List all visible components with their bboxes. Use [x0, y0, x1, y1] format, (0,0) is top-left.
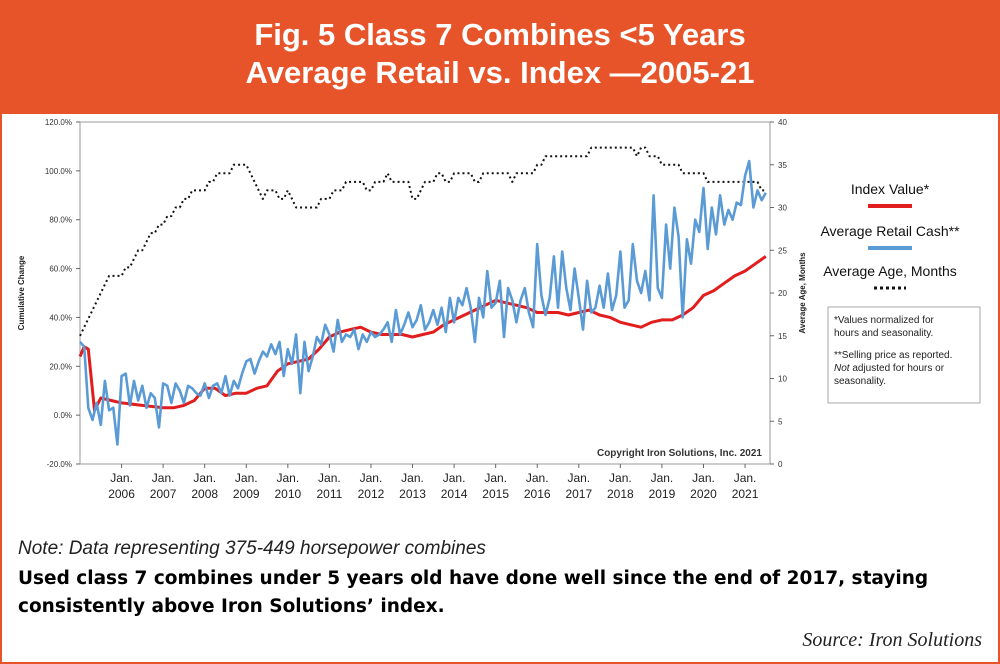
- y-left-tick-label: 120.0%: [45, 118, 72, 127]
- legend-label: Index Value*: [851, 181, 930, 197]
- legend-label: Average Retail Cash**: [820, 223, 960, 239]
- series-line-average-age-months: [79, 146, 766, 337]
- chart-plot: [78, 146, 767, 446]
- y-left-tick-label: 20.0%: [49, 362, 72, 371]
- x-tick-label-year: 2006: [108, 487, 135, 501]
- legend-footnote-box: [827, 306, 981, 404]
- x-tick-label-month: Jan.: [567, 471, 590, 485]
- plot-frame: [79, 121, 771, 465]
- x-tick-label-year: 2016: [524, 487, 551, 501]
- x-tick-label-month: Jan.: [152, 471, 175, 485]
- x-tick-label-month: Jan.: [360, 471, 383, 485]
- chart-grid: [79, 121, 771, 465]
- y-right-tick-label: 15: [778, 332, 787, 341]
- x-tick-label-month: Jan.: [484, 471, 507, 485]
- x-tick-label-month: Jan.: [692, 471, 715, 485]
- x-tick-label-year: 2020: [690, 487, 717, 501]
- y-left-tick-label: 80.0%: [49, 216, 72, 225]
- chart: -20.0% 0.0% 20.0% 40.0% 60.0% 80.0% 100.0% 120.…: [17, 118, 981, 501]
- x-tick-label-month: Jan.: [609, 471, 632, 485]
- y-left-axis-title: Cumulative Change: [17, 255, 26, 330]
- copyright-text: Copyright Iron Solutions, Inc. 2021: [597, 448, 762, 459]
- x-tick-label-year: 2019: [649, 487, 676, 501]
- note-text: Note: Data representing 375-449 horsepow…: [18, 538, 486, 559]
- y-right-tick-label: 5: [778, 417, 783, 426]
- y-right-axis-title: Average Age, Months: [798, 252, 807, 334]
- chart-axes: -20.0% 0.0% 20.0% 40.0% 60.0% 80.0% 100.0% 120.…: [17, 118, 807, 501]
- x-tick-label-month: Jan.: [193, 471, 216, 485]
- y-right-tick-label: 10: [778, 375, 787, 384]
- y-left-tick-label: 40.0%: [49, 313, 72, 322]
- x-tick-label-year: 2007: [150, 487, 177, 501]
- legend-footnote-line: hours and seasonality.: [834, 328, 933, 339]
- legend-label: Average Age, Months: [823, 263, 957, 279]
- x-tick-label-year: 2017: [565, 487, 592, 501]
- x-tick-label-year: 2015: [482, 487, 509, 501]
- chart-legend: Index Value* Average Retail Cash** Average…: [820, 181, 981, 404]
- legend-footnote-line: **Selling price as reported.: [834, 350, 952, 361]
- x-tick-label-year: 2008: [191, 487, 218, 501]
- x-tick-label-year: 2021: [732, 487, 759, 501]
- y-left-tick-label: 100.0%: [45, 167, 72, 176]
- series-line-index-value: [78, 255, 767, 412]
- y-right-tick-label: 30: [778, 204, 787, 213]
- x-tick-label-month: Jan.: [651, 471, 674, 485]
- description-text: Used class 7 combines under 5 years old …: [18, 568, 929, 617]
- y-left-tick-label: 60.0%: [49, 265, 72, 274]
- x-tick-label-year: 2009: [233, 487, 260, 501]
- y-left-tick-label: -20.0%: [47, 460, 72, 469]
- y-left-tick-label: 0.0%: [54, 411, 72, 420]
- legend-footnote-line: *Values normalized for: [834, 315, 935, 326]
- y-right-tick-label: 0: [778, 460, 783, 469]
- x-tick-label-month: Jan.: [235, 471, 258, 485]
- figure-title-line-1: Fig. 5 Class 7 Combines <5 Years: [254, 17, 746, 52]
- series-line-average-retail-cash: [79, 159, 767, 446]
- y-right-tick-label: 35: [778, 161, 787, 170]
- x-tick-label-year: 2013: [399, 487, 426, 501]
- x-tick-label-month: Jan.: [734, 471, 757, 485]
- y-right-tick-label: 20: [778, 289, 787, 298]
- y-right-tick-label: 25: [778, 246, 787, 255]
- source-text: Source: Iron Solutions: [802, 629, 982, 651]
- x-tick-label-month: Jan.: [526, 471, 549, 485]
- x-tick-label-month: Jan.: [276, 471, 299, 485]
- figure-title-line-2: Average Retail vs. Index —2005-21: [245, 55, 755, 90]
- x-tick-label-year: 2011: [316, 487, 342, 501]
- x-tick-label-month: Jan.: [401, 471, 424, 485]
- legend-footnote-line: Not adjusted for hours or: [834, 363, 945, 374]
- x-tick-label-month: Jan.: [110, 471, 133, 485]
- x-tick-label-year: 2010: [274, 487, 301, 501]
- legend-footnote-line: seasonality.: [834, 376, 886, 387]
- figure-header: Fig. 5 Class 7 Combines <5 Years Average…: [2, 2, 998, 114]
- x-tick-label-month: Jan.: [318, 471, 341, 485]
- x-tick-label-year: 2012: [358, 487, 385, 501]
- x-tick-label-month: Jan.: [443, 471, 466, 485]
- x-tick-label-year: 2014: [441, 487, 468, 501]
- y-right-tick-label: 40: [778, 118, 787, 127]
- x-tick-label-year: 2018: [607, 487, 634, 501]
